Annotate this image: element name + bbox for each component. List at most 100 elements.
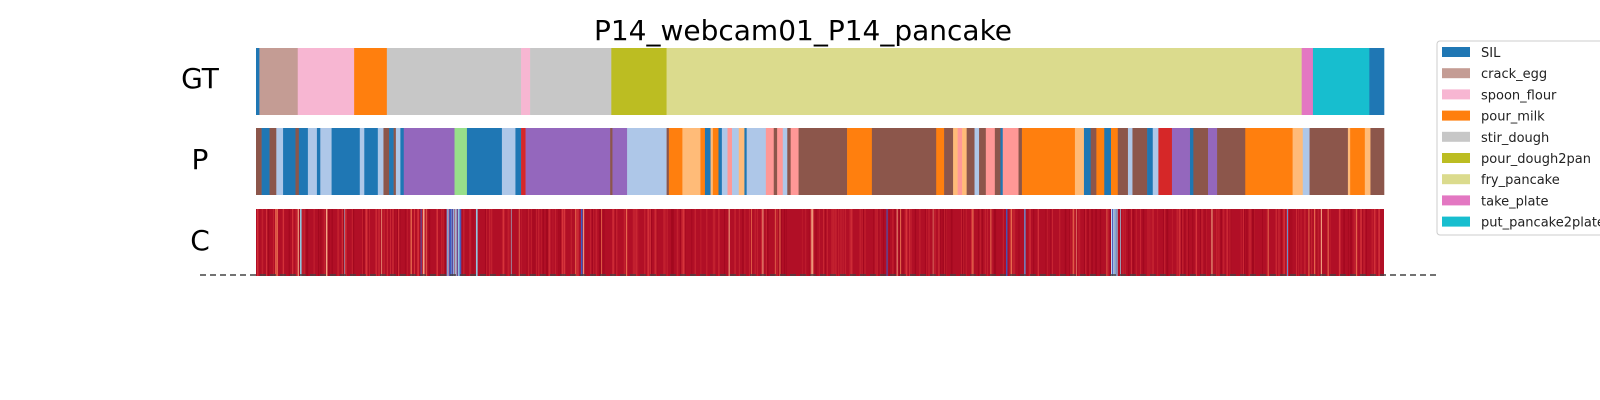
c-stripe <box>362 209 364 276</box>
c-stripe <box>1338 209 1341 276</box>
c-stripe <box>683 209 685 276</box>
c-stripe <box>1090 209 1092 276</box>
c-stripe <box>826 209 829 276</box>
c-stripe <box>575 209 577 276</box>
legend-swatch <box>1442 89 1470 100</box>
p-segment <box>295 128 300 195</box>
c-stripe <box>1152 209 1155 276</box>
c-stripe <box>1149 209 1151 276</box>
c-stripe <box>633 209 636 276</box>
c-stripe <box>603 209 605 276</box>
c-stripe <box>1317 209 1319 276</box>
c-stripe <box>1176 209 1179 276</box>
c-stripe <box>1309 209 1312 276</box>
legend-swatch <box>1442 68 1470 79</box>
p-segment <box>773 128 778 195</box>
c-stripe <box>961 209 963 276</box>
c-stripe <box>296 209 298 276</box>
c-stripe <box>1303 209 1306 276</box>
p-segment <box>316 128 321 195</box>
c-stripe <box>558 209 559 276</box>
c-stripe <box>1037 209 1039 276</box>
c-stripe <box>896 209 898 276</box>
c-stripe <box>456 209 458 276</box>
legend: SIL crack_egg spoon_flour pour_milk stir_dou… <box>1436 40 1600 236</box>
c-stripe <box>879 209 881 276</box>
c-stripe <box>815 209 817 276</box>
c-stripe <box>992 209 994 276</box>
p-segment <box>1302 128 1310 195</box>
c-stripe <box>577 209 579 276</box>
c-stripe <box>1167 209 1169 276</box>
c-stripe <box>561 209 564 276</box>
c-stripe <box>748 209 751 276</box>
c-stripe <box>1217 209 1218 276</box>
c-stripe <box>594 209 596 276</box>
c-stripe <box>1296 209 1297 276</box>
c-stripe <box>451 209 452 276</box>
p-segment <box>782 128 788 195</box>
c-stripe <box>984 209 987 276</box>
c-stripe <box>276 209 278 276</box>
c-stripe <box>888 209 890 276</box>
c-stripe <box>345 209 347 276</box>
c-stripe <box>883 209 885 276</box>
c-stripe <box>823 209 825 276</box>
p-segment <box>1370 128 1375 195</box>
c-stripe <box>1014 209 1016 276</box>
c-stripe <box>1132 209 1135 276</box>
c-stripe <box>1283 209 1285 276</box>
gt-segment <box>354 48 388 115</box>
c-stripe <box>1033 209 1035 276</box>
c-stripe <box>1282 209 1284 276</box>
c-stripe <box>1213 209 1215 276</box>
gt-segment <box>611 48 667 115</box>
c-stripe <box>559 209 562 276</box>
gt-segment <box>1312 48 1370 115</box>
c-stripe <box>521 209 522 276</box>
c-stripe <box>691 209 693 276</box>
c-stripe <box>545 209 548 276</box>
c-stripe <box>507 209 509 276</box>
c-stripe <box>990 209 992 276</box>
c-stripe <box>484 209 486 276</box>
p-segment <box>1096 128 1105 195</box>
p-segment <box>1021 128 1076 195</box>
gt-segment <box>1301 48 1314 115</box>
p-segment <box>777 128 784 195</box>
gt-segment <box>666 48 1302 115</box>
c-stripe <box>1099 209 1102 276</box>
c-stripe <box>313 209 315 276</box>
p-segment <box>746 128 767 195</box>
p-segment <box>632 128 667 195</box>
c-stripe <box>1070 209 1072 276</box>
c-stripe <box>368 209 370 276</box>
c-stripe <box>1373 209 1375 276</box>
c-stripe <box>865 209 866 276</box>
c-stripe <box>1140 209 1141 276</box>
c-stripe <box>1374 209 1377 276</box>
c-stripe <box>288 209 290 276</box>
c-stripe <box>813 209 815 276</box>
p-segment <box>710 128 714 195</box>
c-stripe <box>472 209 474 276</box>
c-stripe <box>1113 209 1115 276</box>
c-stripe <box>552 209 554 276</box>
c-stripe <box>1179 209 1181 276</box>
legend-swatch <box>1442 47 1470 57</box>
c-stripe <box>1266 209 1269 276</box>
c-stripe <box>1200 209 1202 276</box>
c-stripe <box>343 209 345 276</box>
c-stripe <box>1180 209 1183 276</box>
c-stripe <box>351 209 353 276</box>
c-stripe <box>448 209 450 276</box>
c-stripe <box>901 209 903 276</box>
c-stripe <box>1204 209 1207 276</box>
c-stripe <box>672 209 674 276</box>
c-stripe <box>261 209 264 276</box>
c-stripe <box>615 209 618 276</box>
p-row <box>256 128 1385 195</box>
c-stripe <box>1059 209 1061 276</box>
c-stripe <box>914 209 917 276</box>
p-segment <box>359 128 365 195</box>
